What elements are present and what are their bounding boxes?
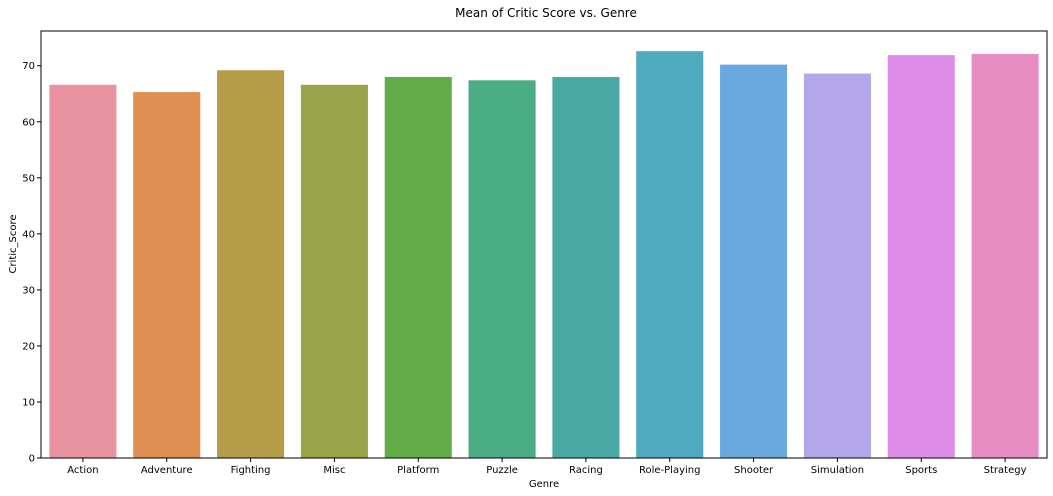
y-axis-label: Critic_Score bbox=[8, 214, 19, 273]
bar-shooter bbox=[720, 64, 788, 459]
y-tick-label: 20 bbox=[22, 341, 35, 352]
bar-action bbox=[49, 84, 117, 458]
y-tick-label: 0 bbox=[29, 454, 35, 465]
y-tick-label: 40 bbox=[22, 229, 35, 240]
y-tick-label: 60 bbox=[22, 117, 35, 128]
bar-strategy bbox=[971, 53, 1039, 458]
x-tick-label: Action bbox=[67, 465, 98, 476]
bar-racing bbox=[552, 76, 620, 458]
y-tick-label: 70 bbox=[22, 61, 35, 72]
chart-title: Mean of Critic Score vs. Genre bbox=[455, 6, 637, 20]
x-tick-label: Racing bbox=[569, 465, 603, 476]
x-axis-ticks: Action Adventure Fighting Misc Platform Puzzl… bbox=[67, 458, 1027, 476]
x-tick-label: Simulation bbox=[811, 465, 864, 476]
x-tick-label: Misc bbox=[323, 465, 345, 476]
x-tick-label: Platform bbox=[397, 465, 439, 476]
plot-frame bbox=[40, 30, 1048, 459]
y-tick-label: 10 bbox=[22, 397, 35, 408]
y-tick-label: 30 bbox=[22, 285, 35, 296]
x-tick-label: Role-Playing bbox=[639, 465, 700, 476]
x-tick-label: Strategy bbox=[984, 465, 1027, 476]
bar-platform bbox=[384, 76, 452, 458]
x-tick-label: Puzzle bbox=[486, 465, 518, 476]
x-axis-label: Genre bbox=[529, 479, 559, 490]
y-axis-ticks: 0 10 20 30 40 50 60 70 bbox=[22, 61, 41, 465]
x-tick-label: Shooter bbox=[734, 465, 774, 476]
bar-misc bbox=[300, 84, 368, 458]
bar-sports bbox=[887, 55, 955, 459]
y-tick-label: 50 bbox=[22, 173, 35, 184]
bar-puzzle bbox=[468, 80, 536, 459]
bar-fighting bbox=[217, 70, 285, 459]
x-tick-label: Fighting bbox=[231, 465, 271, 476]
x-tick-label: Adventure bbox=[141, 465, 193, 476]
bar-adventure bbox=[133, 92, 201, 459]
bar-simulation bbox=[803, 73, 871, 459]
bar-role-playing bbox=[636, 51, 704, 459]
plot-area bbox=[49, 51, 1039, 459]
x-tick-label: Sports bbox=[905, 465, 937, 476]
